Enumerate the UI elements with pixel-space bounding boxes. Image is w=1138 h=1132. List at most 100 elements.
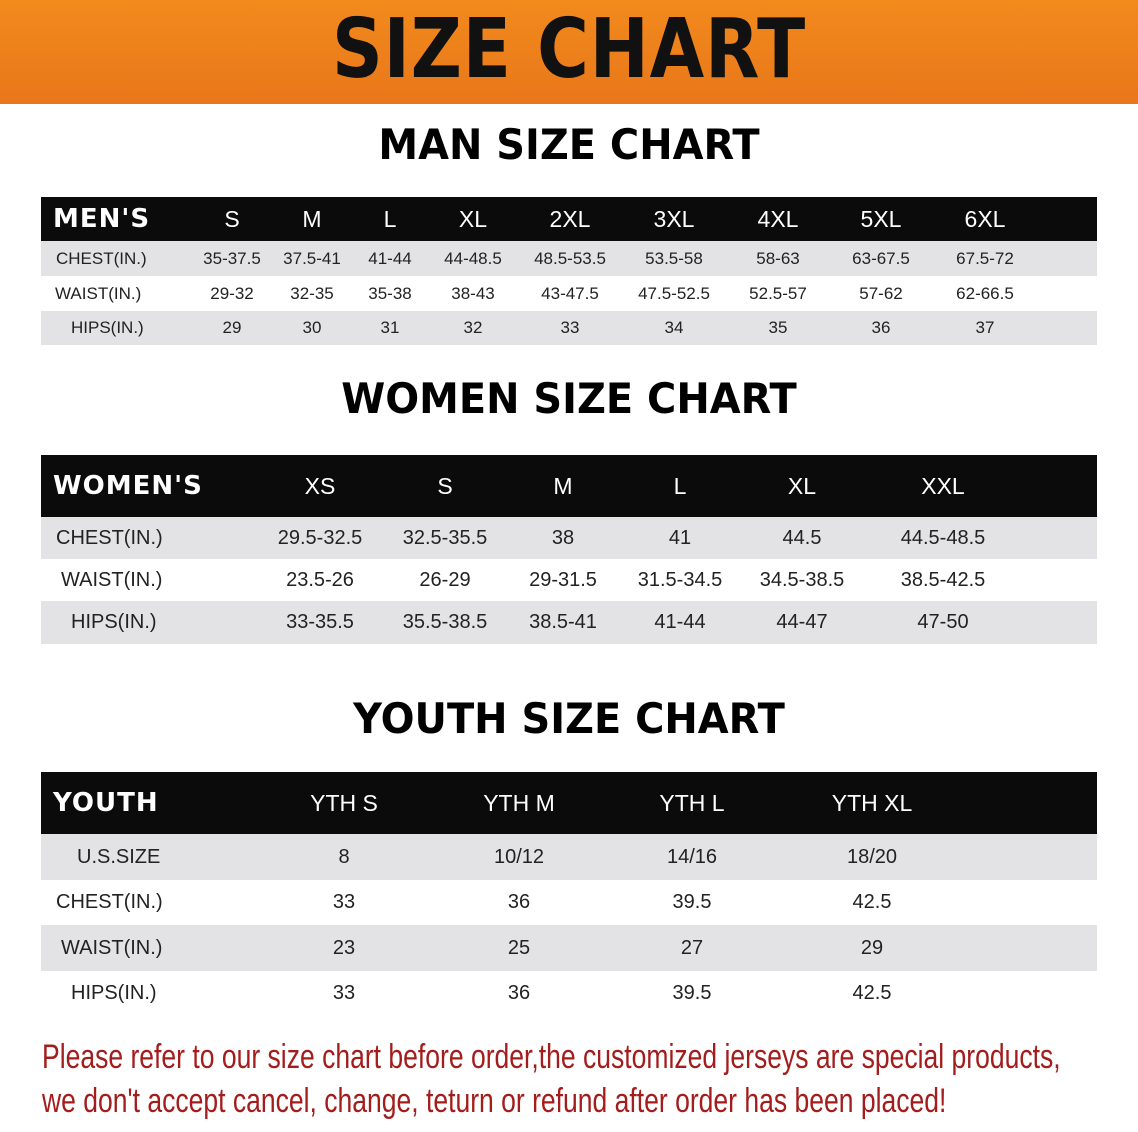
measurement-label: CHEST(IN.): [56, 526, 163, 549]
size-value-cell: 29: [860, 936, 884, 959]
size-value-cell: 33: [332, 982, 356, 1004]
size-value-cell: 10/12: [493, 845, 545, 868]
size-value-cell: 47.5-52.5: [638, 283, 710, 303]
size-value-cell: 35-38: [368, 283, 412, 303]
size-value-cell: 38.5-41: [529, 611, 597, 633]
size-column-header: XL: [787, 472, 817, 499]
size-value-cell: 35.5-38.5: [402, 611, 488, 633]
disclaimer-line-2: we don't accept cancel, change, teturn o…: [42, 1082, 947, 1120]
size-value-cell: 39.5: [672, 891, 712, 913]
table-header-row: MEN'S S M L XL 2XL 3XL 4XL 5XL 6XL: [41, 197, 1097, 241]
size-value-cell: 37.5-41: [283, 248, 341, 268]
size-value-cell: 52.5-57: [749, 283, 807, 303]
table-row: WAIST(IN.) 23 25 27 29: [41, 925, 1097, 971]
size-value-cell: 42.5: [852, 891, 892, 913]
table-row: WAIST(IN.) 23.5-26 26-29 29-31.5 31.5-34.5 34…: [41, 559, 1097, 601]
size-column-header: 3XL: [653, 205, 695, 232]
size-value-cell: 32: [463, 318, 483, 337]
size-value-cell: 25: [507, 936, 531, 959]
size-column-header: M: [553, 472, 573, 499]
size-value-cell: 36: [871, 318, 891, 337]
banner-title: SIZE CHART: [331, 2, 807, 97]
size-value-cell: 29-31.5: [529, 568, 597, 591]
size-column-header: YTH L: [659, 789, 725, 816]
table-row: WAIST(IN.) 29-32 32-35 35-38 38-43 43-47.5 47.…: [41, 276, 1097, 311]
size-value-cell: 41: [668, 526, 692, 549]
size-column-header: S: [437, 472, 453, 499]
size-value-cell: 38-43: [451, 283, 495, 303]
measurement-label: CHEST(IN.): [56, 248, 147, 268]
table-header-row: WOMEN'S XS S M L XL XXL: [41, 455, 1097, 517]
size-value-cell: 23: [332, 936, 356, 959]
size-value-cell: 26-29: [419, 568, 471, 591]
size-column-header: XXL: [921, 472, 965, 499]
size-column-header: 6XL: [964, 205, 1006, 232]
size-value-cell: 32.5-35.5: [402, 526, 488, 549]
women-section-title: WOMEN SIZE CHART: [341, 374, 797, 423]
size-value-cell: 38.5-42.5: [900, 568, 986, 591]
table-row: HIPS(IN.) 33 36 39.5 42.5: [41, 971, 1097, 1016]
size-column-header: M: [302, 205, 322, 232]
size-value-cell: 44-48.5: [444, 248, 502, 268]
measurement-label: U.S.SIZE: [77, 845, 161, 868]
youth-size-table: YOUTH YTH S YTH M YTH L YTH XL U.S.SIZE 8 10/12…: [41, 772, 1097, 1016]
size-value-cell: 36: [507, 982, 531, 1004]
size-value-cell: 41-44: [654, 611, 706, 633]
men-section-title: MAN SIZE CHART: [378, 120, 760, 169]
size-value-cell: 42.5: [852, 982, 892, 1004]
disclaimer-line-1: Please refer to our size chart before or…: [42, 1038, 1061, 1076]
measurement-label: WAIST(IN.): [61, 568, 163, 591]
measurement-label: CHEST(IN.): [56, 891, 163, 913]
size-value-cell: 41-44: [368, 248, 412, 268]
size-value-cell: 33-35.5: [286, 611, 354, 633]
size-value-cell: 34: [664, 318, 684, 337]
men-size-table: MEN'S S M L XL 2XL 3XL 4XL 5XL 6XL CHEST(IN.) 35-37…: [41, 197, 1097, 345]
size-value-cell: 36: [507, 891, 531, 913]
measurement-label: HIPS(IN.): [71, 982, 157, 1004]
size-value-cell: 34.5-38.5: [759, 568, 845, 591]
size-value-cell: 67.5-72: [956, 248, 1014, 268]
table-header-label: MEN'S: [53, 204, 151, 234]
size-value-cell: 27: [680, 936, 704, 959]
size-column-header: XL: [458, 205, 488, 232]
size-value-cell: 23.5-26: [286, 568, 354, 591]
size-value-cell: 30: [302, 318, 322, 337]
table-row: HIPS(IN.) 33-35.5 35.5-38.5 38.5-41 41-44 44-…: [41, 601, 1097, 644]
measurement-label: WAIST(IN.): [55, 283, 142, 303]
table-row: CHEST(IN.) 33 36 39.5 42.5: [41, 880, 1097, 925]
size-value-cell: 57-62: [859, 283, 903, 303]
size-value-cell: 47-50: [917, 611, 969, 633]
youth-section-title: YOUTH SIZE CHART: [353, 694, 785, 743]
size-column-header: L: [383, 205, 397, 232]
size-value-cell: 39.5: [672, 982, 712, 1004]
size-value-cell: 38: [551, 526, 575, 549]
size-value-cell: 29-32: [210, 283, 254, 303]
size-value-cell: 14/16: [666, 845, 718, 868]
size-column-header: YTH M: [483, 789, 555, 816]
size-value-cell: 33: [560, 318, 580, 337]
size-value-cell: 35-37.5: [203, 248, 261, 268]
size-value-cell: 29: [222, 318, 242, 337]
size-chart-banner: SIZE CHART: [0, 0, 1138, 104]
size-column-header: 4XL: [757, 205, 799, 232]
size-value-cell: 18/20: [846, 845, 898, 868]
size-value-cell: 62-66.5: [956, 283, 1014, 303]
measurement-label: HIPS(IN.): [71, 318, 144, 337]
size-value-cell: 58-63: [756, 248, 800, 268]
table-row: U.S.SIZE 8 10/12 14/16 18/20: [41, 834, 1097, 880]
size-value-cell: 32-35: [290, 283, 334, 303]
size-value-cell: 44.5-48.5: [900, 526, 986, 549]
table-header-label: WOMEN'S: [53, 471, 203, 501]
size-column-header: S: [224, 205, 240, 232]
table-header-label: YOUTH: [53, 788, 159, 818]
size-column-header: XS: [304, 472, 336, 499]
size-value-cell: 48.5-53.5: [534, 248, 606, 268]
size-column-header: 5XL: [860, 205, 902, 232]
size-value-cell: 35: [768, 318, 788, 337]
table-header-row: YOUTH YTH S YTH M YTH L YTH XL: [41, 772, 1097, 834]
size-value-cell: 63-67.5: [852, 248, 910, 268]
size-value-cell: 31.5-34.5: [637, 568, 723, 591]
size-column-header: 2XL: [549, 205, 591, 232]
table-row: CHEST(IN.) 35-37.5 37.5-41 41-44 44-48.5 48.5…: [41, 241, 1097, 276]
table-row: HIPS(IN.) 29 30 31 32 33 34 35 36 37: [41, 311, 1097, 345]
